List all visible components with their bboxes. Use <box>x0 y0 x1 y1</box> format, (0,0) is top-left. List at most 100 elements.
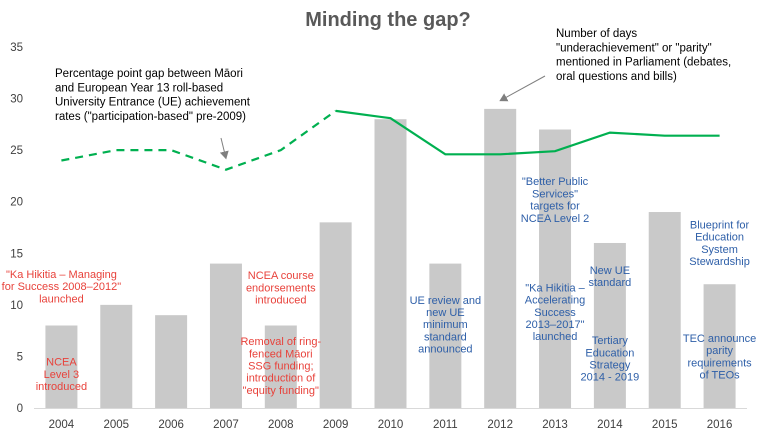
annotation-line: introduction of <box>246 373 316 385</box>
x-tick-label: 2008 <box>268 419 294 431</box>
annotation-line: 2014 - 2019 <box>581 372 640 384</box>
annotation-line: targets for <box>530 201 580 213</box>
event-annotation: "Ka Hikitia – Accelerating Success 2013–201… <box>525 282 586 343</box>
y-tick-label: 30 <box>10 94 23 106</box>
annotation-line: UE review and <box>410 295 482 307</box>
event-annotation: TEC announce parity requirements of TEOs <box>683 333 756 382</box>
annotation-line: SSG funding; <box>248 360 313 372</box>
annotation-line: endorsements <box>246 282 316 294</box>
annotation-line: new UE <box>426 307 465 319</box>
y-tick-label: 0 <box>17 403 23 415</box>
event-annotation: "Ka Hikitia – Managing for Success 2008–2… <box>2 269 122 305</box>
annotation-line: fenced Māori <box>249 348 313 360</box>
note-line: Percentage point gap between Māori <box>55 68 243 80</box>
event-annotation: New UE standard <box>588 265 631 289</box>
line-series <box>61 109 720 171</box>
annotation-line: Education <box>695 232 744 244</box>
annotation-line: of TEOs <box>699 370 740 382</box>
event-annotation: UE review and new UE minimum standard announ… <box>410 295 482 356</box>
y-tick-label: 20 <box>10 197 23 209</box>
x-tick-label: 2006 <box>158 419 184 431</box>
annotation-line: Tertiary <box>592 335 629 347</box>
annotation-line: Education <box>585 347 634 359</box>
annotation-line: NCEA <box>46 357 77 369</box>
bar-2014 <box>593 242 626 408</box>
event-annotation: Tertiary Education Strategy 2014 - 2019 <box>581 335 640 384</box>
annotation-line: Services" <box>532 188 578 200</box>
line-solid-segment <box>335 109 720 156</box>
annotation-line: TEC announce <box>683 333 756 345</box>
x-tick-label: 2013 <box>542 419 568 431</box>
x-axis: 2004 2005 2006 2007 2008 2009 2010 2011 2012 2013… <box>34 408 747 431</box>
event-annotation: NCEA Level 3 introduced <box>36 357 87 393</box>
bar-2006 <box>155 315 188 408</box>
note-arrow <box>499 75 546 102</box>
note-line: "underachievement" or "parity" <box>556 42 712 54</box>
annotation-line: launched <box>533 331 578 343</box>
annotation-line: "equity funding" <box>243 385 319 397</box>
annotation-line: Level 3 <box>44 369 79 381</box>
annotation-line: Removal of ring- <box>240 336 321 348</box>
y-tick-label: 10 <box>10 300 23 312</box>
x-tick-label: 2011 <box>433 419 458 431</box>
note-text: Number of days "underachievement" or "par… <box>556 28 731 83</box>
annotation-line: requirements <box>687 357 752 369</box>
annotation-line: Accelerating <box>525 295 586 307</box>
bar-2012 <box>484 108 517 408</box>
annotation-line: launched <box>39 293 84 305</box>
annotation-line: announced <box>418 344 472 356</box>
event-annotation: Blueprint for Education System Stewardship <box>689 220 750 269</box>
x-tick-label: 2005 <box>103 419 129 431</box>
annotation-line: introduced <box>255 294 306 306</box>
x-tick-label: 2014 <box>597 419 623 431</box>
bar-2016 <box>703 284 736 408</box>
y-axis: 0 5 10 15 20 25 30 35 <box>10 42 23 415</box>
annotation-line: Strategy <box>589 359 630 371</box>
annotation-line: New UE <box>590 265 630 277</box>
note-text: Percentage point gap between Māori and Eu… <box>55 68 251 123</box>
annotation-line: parity <box>706 345 733 357</box>
bar-2008 <box>264 325 297 408</box>
annotation-line: introduced <box>36 381 87 393</box>
y-tick-label: 5 <box>17 351 23 363</box>
bar-series <box>45 108 736 408</box>
x-tick-label: 2016 <box>707 419 733 431</box>
x-tick-label: 2009 <box>323 419 349 431</box>
bar-2015 <box>648 212 681 408</box>
annotation-line: NCEA Level 2 <box>521 213 589 225</box>
annotation-line: standard <box>588 277 631 289</box>
y-tick-label: 35 <box>10 42 23 54</box>
note-line: mentioned in Parliament (debates, <box>556 57 731 69</box>
note-line: Number of days <box>556 28 637 40</box>
note-line: University Entrance (UE) achievement <box>55 97 251 109</box>
event-annotation: "Better Public Services" targets for NCEA L… <box>521 176 589 225</box>
x-tick-label: 2007 <box>213 419 239 431</box>
annotation-line: "Better Public <box>522 176 589 188</box>
note-line: rates ("participation-based" pre-2009) <box>55 111 246 123</box>
note-arrow <box>219 137 229 160</box>
bar-2011 <box>429 263 462 408</box>
annotation-line: "Ka Hikitia – Managing <box>6 269 117 281</box>
bar-2013 <box>539 129 572 408</box>
event-annotation: NCEA course endorsements introduced <box>246 270 316 306</box>
annotation-line: System <box>701 244 738 256</box>
annotation-line: for Success 2008–2012" <box>2 281 122 293</box>
x-tick-label: 2004 <box>49 419 75 431</box>
bar-2009 <box>319 222 352 408</box>
y-tick-label: 15 <box>10 248 23 260</box>
note-line: oral questions and bills) <box>556 71 677 83</box>
annotation-line: Blueprint for <box>690 220 750 232</box>
chart-title: Minding the gap? <box>305 9 471 31</box>
annotation-line: 2013–2017" <box>526 319 585 331</box>
x-tick-label: 2012 <box>487 419 513 431</box>
x-tick-label: 2015 <box>652 419 678 431</box>
y-tick-label: 25 <box>10 145 23 157</box>
bar-2010 <box>374 119 407 408</box>
annotation-line: standard <box>424 331 467 343</box>
annotation-line: minimum <box>423 319 468 331</box>
annotations: "Ka Hikitia – Managing for Success 2008–2… <box>2 176 757 397</box>
x-tick-label: 2010 <box>378 419 404 431</box>
annotation-line: Stewardship <box>689 256 750 268</box>
bar-2004 <box>45 325 78 408</box>
